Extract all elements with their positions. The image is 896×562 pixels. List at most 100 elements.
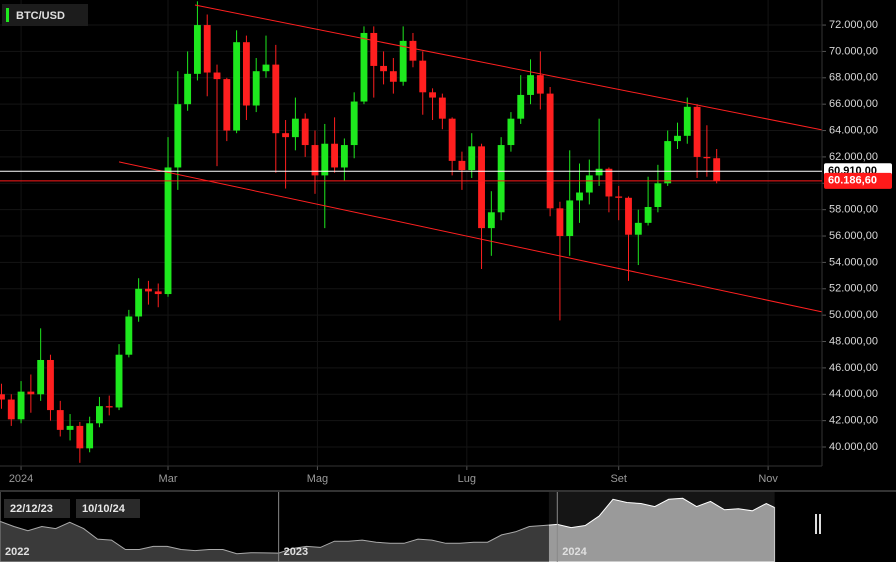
y-tick-label: 48.000,00 bbox=[829, 335, 878, 347]
nav-handle[interactable] bbox=[819, 514, 821, 534]
candle-body bbox=[370, 32, 378, 66]
candle-body bbox=[86, 423, 94, 449]
candle-body bbox=[360, 32, 368, 102]
candle-body bbox=[497, 145, 505, 213]
candle-body bbox=[27, 391, 35, 395]
plot-area bbox=[0, 1, 822, 463]
candle-body bbox=[546, 93, 554, 209]
range-label-box[interactable] bbox=[76, 499, 140, 518]
candle-body bbox=[223, 79, 231, 131]
candle-body bbox=[674, 135, 681, 142]
candle-body bbox=[644, 207, 652, 223]
candle-body bbox=[252, 71, 260, 106]
candle-body bbox=[125, 316, 133, 355]
grid bbox=[0, 0, 822, 466]
candle-body bbox=[311, 145, 319, 176]
candle-body bbox=[654, 183, 662, 208]
candle-body bbox=[174, 104, 182, 168]
range-label[interactable]: 22/12/23 bbox=[10, 503, 53, 515]
candle-body bbox=[47, 359, 54, 411]
axes: 40.000,00 42.000,00 44.000,00 46.000,00 48.0… bbox=[0, 0, 892, 485]
candle-body bbox=[389, 71, 397, 82]
candle-body bbox=[233, 42, 241, 131]
y-tick-label: 44.000,00 bbox=[829, 388, 878, 400]
price-label: 60.186,60 bbox=[828, 175, 877, 187]
title-marker bbox=[6, 8, 9, 22]
y-tick-label: 70.000,00 bbox=[829, 45, 878, 57]
candle-body bbox=[605, 168, 613, 197]
candle-body bbox=[66, 425, 74, 430]
nav-year-label: 2024 bbox=[562, 546, 587, 558]
candle-body bbox=[683, 106, 691, 136]
y-tick-label: 64.000,00 bbox=[829, 124, 878, 136]
candle-body bbox=[154, 291, 162, 295]
range-label-box[interactable] bbox=[4, 499, 70, 518]
candle-body bbox=[301, 118, 309, 146]
candle-body bbox=[145, 288, 152, 292]
candle-body bbox=[135, 288, 143, 317]
nav-year-label: 2023 bbox=[284, 546, 308, 558]
candle-body bbox=[576, 192, 583, 201]
candle-body bbox=[272, 64, 280, 134]
candle-body bbox=[193, 25, 201, 74]
candle-body bbox=[634, 222, 642, 235]
candle-body bbox=[517, 94, 525, 119]
candle-body bbox=[458, 160, 466, 171]
candle-body bbox=[487, 212, 495, 229]
nav-area-selected bbox=[548, 497, 775, 562]
x-tick-label: Set bbox=[610, 473, 627, 485]
candle-body bbox=[262, 64, 270, 72]
candle-body bbox=[96, 406, 103, 424]
candle-body bbox=[429, 92, 436, 98]
candle-body bbox=[664, 141, 672, 184]
title-box bbox=[2, 4, 88, 26]
y-tick-label: 62.000,00 bbox=[829, 151, 878, 163]
candle-body bbox=[468, 146, 476, 171]
candle-body bbox=[350, 101, 358, 146]
candle-body bbox=[213, 72, 221, 80]
navigator[interactable]: 2022 2023 2024 22/12/23 10/10/24 bbox=[0, 492, 822, 562]
price-label-box bbox=[824, 172, 892, 189]
chart-title: BTC/USD bbox=[16, 10, 65, 22]
candle-body bbox=[448, 118, 456, 161]
y-tick-label: 58.000,00 bbox=[829, 204, 878, 216]
candle-body bbox=[566, 200, 574, 237]
candle-body bbox=[595, 168, 603, 176]
candle-body bbox=[615, 196, 623, 198]
candle-body bbox=[242, 42, 250, 106]
y-tick-label: 42.000,00 bbox=[829, 415, 878, 427]
nav-year-label: 2022 bbox=[5, 546, 29, 558]
candle-body bbox=[625, 197, 632, 235]
candle-body bbox=[0, 394, 5, 400]
candle-body bbox=[507, 118, 515, 146]
candle-body bbox=[419, 60, 427, 93]
trendline bbox=[194, 4, 822, 131]
y-tick-label: 72.000,00 bbox=[829, 19, 878, 31]
candle-body bbox=[713, 158, 721, 181]
candle-body bbox=[585, 175, 593, 193]
candle-body bbox=[340, 145, 348, 168]
candle-body bbox=[409, 40, 417, 61]
candle-body bbox=[438, 97, 446, 119]
range-label[interactable]: 10/10/24 bbox=[82, 503, 126, 515]
candle-body bbox=[321, 143, 329, 176]
x-tick-label: 2024 bbox=[9, 473, 33, 485]
candle-body bbox=[478, 146, 485, 229]
candle-body bbox=[703, 156, 711, 159]
candle-body bbox=[7, 399, 15, 420]
candle-body bbox=[291, 118, 299, 138]
candle-body bbox=[693, 106, 701, 157]
candle-body bbox=[56, 410, 64, 430]
y-tick-label: 46.000,00 bbox=[829, 362, 878, 374]
nav-handle[interactable] bbox=[815, 514, 817, 534]
candle-body bbox=[380, 65, 387, 72]
y-tick-label: 68.000,00 bbox=[829, 72, 878, 84]
x-tick-label: Nov bbox=[758, 473, 778, 485]
candle-body bbox=[115, 354, 123, 408]
x-tick-label: Mar bbox=[159, 473, 178, 485]
y-tick-label: 66.000,00 bbox=[829, 98, 878, 110]
candle-body bbox=[76, 425, 84, 449]
